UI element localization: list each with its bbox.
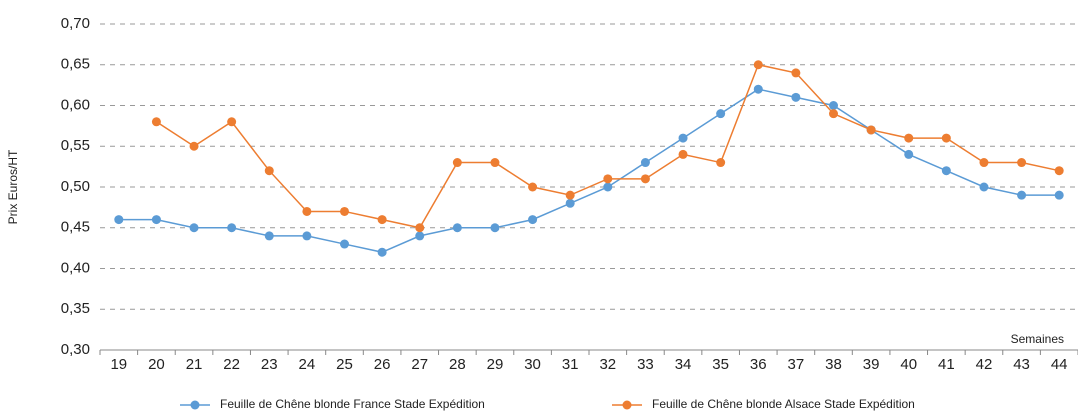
data-point xyxy=(979,182,989,192)
data-point xyxy=(603,174,613,184)
data-point xyxy=(415,231,425,241)
data-point xyxy=(189,223,199,233)
x-tick-label: 29 xyxy=(487,356,504,373)
data-point xyxy=(829,101,838,110)
y-tick-label: 0,35 xyxy=(61,300,90,317)
data-point xyxy=(603,182,613,192)
x-tick-label: 34 xyxy=(675,356,692,373)
data-point xyxy=(528,215,538,225)
data-point xyxy=(1054,166,1064,176)
data-point xyxy=(640,174,650,184)
data-point xyxy=(829,109,838,119)
data-point xyxy=(452,158,462,168)
legend-marker xyxy=(190,400,200,410)
data-point xyxy=(189,141,199,151)
data-point xyxy=(941,133,951,143)
data-point xyxy=(302,231,312,241)
x-tick-label: 28 xyxy=(449,356,466,373)
y-tick-label: 0,55 xyxy=(61,137,90,154)
x-tick-label: 36 xyxy=(750,356,767,373)
data-point xyxy=(753,84,763,94)
data-point xyxy=(716,158,726,168)
data-point xyxy=(151,117,161,127)
x-tick-label: 40 xyxy=(900,356,917,373)
data-point xyxy=(904,149,914,159)
data-point xyxy=(565,198,575,208)
x-axis-label: Semaines xyxy=(1011,332,1064,346)
data-point xyxy=(264,231,274,241)
data-point xyxy=(452,223,462,233)
data-point xyxy=(1017,190,1027,200)
data-point xyxy=(490,158,500,168)
x-tick-label: 24 xyxy=(299,356,316,373)
data-point xyxy=(866,125,876,135)
data-point xyxy=(979,158,989,168)
x-tick-label: 25 xyxy=(336,356,353,373)
data-point xyxy=(264,166,274,176)
data-point xyxy=(340,239,349,249)
x-tick-label: 38 xyxy=(825,356,842,373)
x-tick-label: 23 xyxy=(261,356,278,373)
y-tick-label: 0,65 xyxy=(61,56,90,73)
series-line xyxy=(118,88,1060,253)
x-tick-label: 43 xyxy=(1013,356,1030,373)
data-point xyxy=(640,158,650,168)
data-point xyxy=(528,182,538,192)
data-point xyxy=(716,109,726,119)
data-point xyxy=(227,223,237,233)
x-tick-label: 22 xyxy=(223,356,240,373)
data-point xyxy=(377,215,387,225)
legend-marker xyxy=(622,400,632,410)
data-point xyxy=(227,117,237,127)
data-point xyxy=(1054,190,1064,200)
legend-label: Feuille de Chêne blonde France Stade Exp… xyxy=(220,397,485,411)
y-tick-label: 0,30 xyxy=(61,341,90,358)
y-tick-label: 0,45 xyxy=(61,219,90,236)
x-tick-label: 44 xyxy=(1051,356,1068,373)
x-tick-label: 35 xyxy=(712,356,729,373)
data-point xyxy=(302,206,312,216)
x-tick-label: 21 xyxy=(186,356,203,373)
data-point xyxy=(678,149,688,159)
data-point xyxy=(377,247,387,257)
x-tick-label: 19 xyxy=(110,356,127,373)
x-tick-label: 26 xyxy=(374,356,391,373)
x-tick-label: 32 xyxy=(599,356,616,373)
data-point xyxy=(490,223,500,233)
data-point xyxy=(753,60,763,70)
data-point xyxy=(941,166,951,176)
x-tick-label: 42 xyxy=(976,356,993,373)
y-tick-label: 0,50 xyxy=(61,178,90,195)
x-tick-label: 30 xyxy=(524,356,541,373)
y-tick-label: 0,40 xyxy=(61,259,90,276)
data-point xyxy=(340,206,349,216)
legend-label: Feuille de Chêne blonde Alsace Stade Exp… xyxy=(652,397,915,411)
x-tick-label: 37 xyxy=(788,356,805,373)
x-tick-label: 27 xyxy=(411,356,428,373)
data-point xyxy=(791,68,801,78)
data-point xyxy=(678,133,688,143)
data-point xyxy=(565,190,575,200)
y-tick-label: 0,70 xyxy=(61,15,90,32)
data-point xyxy=(415,223,425,233)
x-tick-label: 20 xyxy=(148,356,165,373)
data-point xyxy=(151,215,161,225)
x-tick-label: 41 xyxy=(938,356,955,373)
data-point xyxy=(114,215,124,225)
y-tick-label: 0,60 xyxy=(61,96,90,113)
x-tick-label: 31 xyxy=(562,356,579,373)
data-point xyxy=(904,133,914,143)
data-point xyxy=(1017,158,1027,168)
x-tick-label: 33 xyxy=(637,356,654,373)
y-axis-label: Prix Euros/HT xyxy=(6,149,20,224)
x-tick-label: 39 xyxy=(863,356,880,373)
data-point xyxy=(791,92,801,102)
